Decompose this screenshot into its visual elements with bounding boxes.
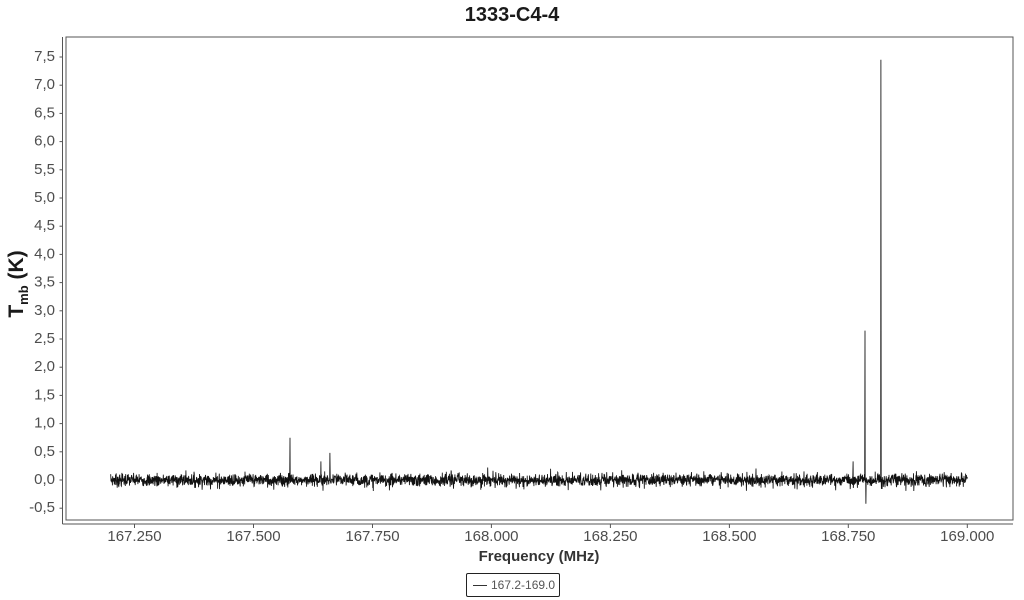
- svg-text:168.250: 168.250: [583, 528, 637, 545]
- svg-text:1,5: 1,5: [34, 386, 55, 403]
- svg-text:167.250: 167.250: [107, 528, 161, 545]
- svg-text:4,0: 4,0: [34, 245, 55, 262]
- svg-text:5,5: 5,5: [34, 161, 55, 178]
- svg-text:167.500: 167.500: [226, 528, 280, 545]
- svg-text:2,5: 2,5: [34, 330, 55, 347]
- svg-text:2,0: 2,0: [34, 358, 55, 375]
- svg-text:0,5: 0,5: [34, 443, 55, 460]
- svg-text:5,0: 5,0: [34, 189, 55, 206]
- svg-text:168.500: 168.500: [702, 528, 756, 545]
- svg-text:1,0: 1,0: [34, 415, 55, 432]
- svg-text:167.750: 167.750: [345, 528, 399, 545]
- svg-text:6,0: 6,0: [34, 133, 55, 150]
- svg-text:168.750: 168.750: [821, 528, 875, 545]
- svg-text:7,0: 7,0: [34, 76, 55, 93]
- svg-text:168.000: 168.000: [464, 528, 518, 545]
- svg-text:3,0: 3,0: [34, 302, 55, 319]
- svg-text:6,5: 6,5: [34, 104, 55, 121]
- svg-text:7,5: 7,5: [34, 48, 55, 65]
- svg-text:3,5: 3,5: [34, 274, 55, 291]
- svg-text:4,5: 4,5: [34, 217, 55, 234]
- svg-text:-0,5: -0,5: [29, 499, 55, 516]
- svg-text:0,0: 0,0: [34, 471, 55, 488]
- svg-text:169.000: 169.000: [940, 528, 994, 545]
